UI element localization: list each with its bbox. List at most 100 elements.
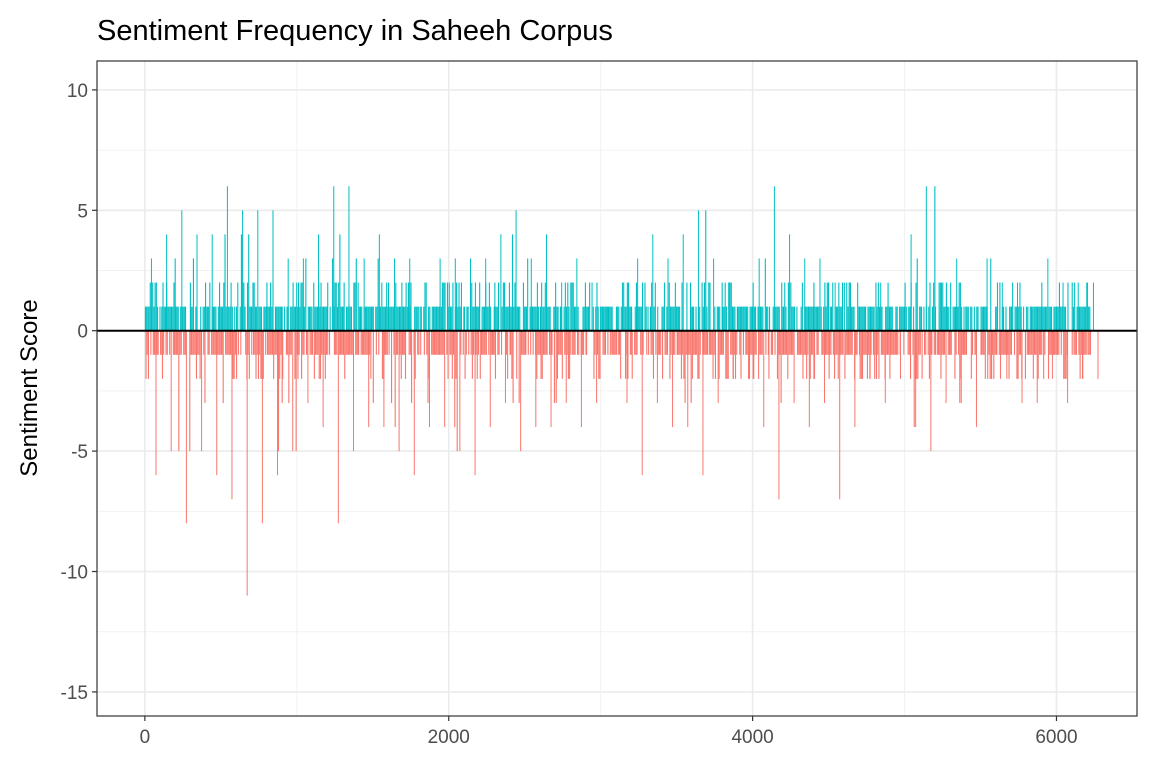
bar-positive [307, 306, 309, 331]
bar-negative [899, 330, 901, 379]
bar-negative [386, 330, 388, 355]
bar-negative [550, 330, 552, 428]
bar-positive [1080, 306, 1082, 331]
bar-positive [287, 258, 289, 331]
bar-positive [819, 258, 821, 331]
bar-negative [505, 330, 507, 355]
bar-negative [1063, 330, 1065, 379]
bar-positive [415, 306, 417, 331]
bar-negative [474, 330, 476, 476]
bar-negative [740, 330, 742, 379]
bar-positive [1041, 282, 1043, 331]
bar-negative [856, 330, 858, 355]
bar-positive [249, 306, 251, 331]
bar-positive [172, 306, 174, 331]
bar-negative [222, 330, 224, 403]
bar-positive [809, 306, 811, 331]
bar-positive [1048, 306, 1050, 331]
bar-positive [553, 306, 555, 331]
bar-positive [529, 306, 531, 331]
bar-positive [784, 282, 786, 331]
bar-negative [203, 330, 205, 355]
bar-negative [585, 330, 587, 355]
bar-negative [318, 330, 320, 379]
bar-positive [509, 306, 511, 331]
bar-positive [381, 282, 383, 331]
bar-negative [965, 330, 968, 355]
bar-negative [711, 330, 713, 355]
bar-positive [584, 282, 586, 331]
bar-positive [862, 306, 864, 331]
bar-negative [674, 330, 676, 355]
x-tick-label: 4000 [731, 727, 773, 748]
bar-positive [313, 282, 315, 331]
bar-positive [319, 306, 321, 331]
bar-negative [364, 330, 366, 355]
bar-positive [231, 306, 233, 331]
bar-positive [750, 306, 752, 331]
bar-negative [227, 330, 229, 355]
bar-negative [207, 330, 209, 355]
bar-positive [308, 306, 311, 331]
bar-positive [1043, 306, 1045, 331]
bar-positive [444, 282, 446, 331]
bar-positive [277, 306, 279, 331]
bar-positive [929, 282, 931, 331]
bar-negative [965, 330, 967, 355]
bar-positive [737, 306, 739, 331]
bar-positive [408, 282, 410, 331]
bar-positive [265, 306, 267, 331]
bar-positive [429, 306, 431, 331]
bar-negative [607, 330, 609, 355]
bar-positive [294, 306, 297, 331]
bar-negative [553, 330, 555, 403]
bar-positive [410, 282, 412, 331]
bar-negative [336, 330, 338, 355]
bar-negative [1051, 330, 1053, 379]
bar-positive [923, 306, 925, 331]
bar-positive [702, 306, 704, 331]
bar-positive [758, 258, 760, 331]
bar-positive [900, 306, 902, 331]
bar-negative [564, 330, 566, 355]
bar-positive [258, 306, 260, 331]
bar-positive [466, 306, 468, 331]
bar-negative [640, 330, 642, 355]
bar-negative [537, 330, 539, 355]
bar-negative [228, 330, 230, 355]
bar-positive [939, 282, 941, 331]
bar-negative [225, 330, 227, 355]
bar-negative [191, 330, 193, 355]
bar-negative [247, 330, 249, 355]
bar-negative [790, 330, 792, 355]
bar-negative [409, 330, 411, 355]
bar-positive [638, 306, 640, 331]
bar-positive [516, 306, 518, 331]
bar-negative [1064, 330, 1066, 379]
bar-positive [792, 306, 794, 331]
bar-positive [621, 282, 623, 331]
y-axis-label: Sentiment Score [16, 299, 43, 476]
bar-negative [624, 330, 627, 379]
bar-negative [1085, 330, 1087, 355]
bar-negative [436, 330, 438, 355]
bar-negative [214, 330, 216, 355]
bar-negative [776, 330, 779, 379]
bar-positive [384, 306, 387, 331]
bar-positive [811, 306, 813, 331]
bar-negative [609, 330, 611, 355]
bar-negative [863, 330, 865, 355]
bar-negative [378, 330, 380, 355]
bar-positive [493, 306, 495, 331]
bar-negative [1007, 330, 1009, 355]
bar-positive [920, 306, 923, 331]
bar-positive [1005, 306, 1007, 331]
bar-positive [966, 306, 968, 331]
bar-negative [323, 330, 325, 355]
bar-positive [731, 306, 734, 331]
bar-negative [213, 330, 215, 355]
bar-negative [296, 330, 298, 355]
bar-negative [470, 330, 472, 355]
bar-positive [652, 234, 654, 331]
bar-negative [384, 330, 386, 355]
